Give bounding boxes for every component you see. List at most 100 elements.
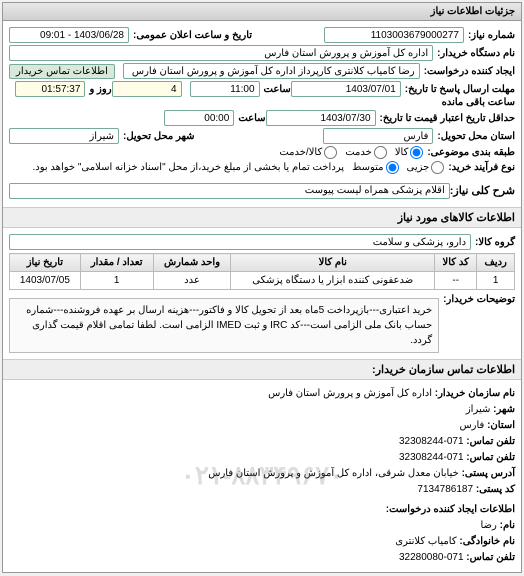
- cell-row: 1: [477, 272, 515, 290]
- radio-goods-input[interactable]: [410, 146, 423, 159]
- goods-table: ردیف کد کالا نام کالا واحد شمارش تعداد /…: [9, 253, 515, 290]
- radio-small[interactable]: جزیی: [407, 161, 445, 174]
- need-details-header: جزئیات اطلاعات نیاز: [3, 3, 521, 21]
- city-v: شیراز: [466, 404, 491, 415]
- price-valid-label: حداقل تاریخ اعتبار قیمت تا تاریخ:: [380, 113, 515, 124]
- radio-medium-label: متوسط: [352, 162, 383, 173]
- group-field: دارو، پزشکی و سلامت: [9, 234, 471, 250]
- radio-both[interactable]: کالا/خدمت: [279, 146, 337, 159]
- phone-v: 071-32308244: [399, 436, 464, 447]
- radio-service[interactable]: خدمت: [345, 146, 387, 159]
- city-field: شیراز: [9, 128, 119, 144]
- category-radio-group: کالا خدمت کالا/خدمت: [279, 146, 423, 159]
- buyer-org-label: نام دستگاه خریدار:: [437, 48, 515, 59]
- time-label-2: ساعت: [238, 113, 265, 124]
- addr-v: خیابان معدل شرقی، اداره کل آموزش و پرورش…: [208, 468, 459, 479]
- city-k: شهر:: [493, 404, 515, 415]
- phone2-v: 071-32280080: [399, 552, 464, 563]
- cell-qty: 1: [80, 272, 153, 290]
- table-header-row: ردیف کد کالا نام کالا واحد شمارش تعداد /…: [10, 254, 515, 272]
- col-date: تاریخ نیاز: [10, 254, 81, 272]
- contact-sub2: اطلاعات ایجاد کننده درخواست:: [9, 502, 515, 518]
- need-details-body: شماره نیاز: 1103003679000277 تاریخ و ساع…: [3, 21, 521, 207]
- radio-both-input[interactable]: [324, 146, 337, 159]
- buyer-note-label: توضیحات خریدار:: [443, 294, 515, 305]
- deadline-time-field: 11:00: [190, 81, 260, 97]
- price-valid-date-field: 1403/07/30: [266, 110, 376, 126]
- price-valid-time-field: 00:00: [164, 110, 234, 126]
- province-label: استان محل تحویل:: [437, 131, 515, 142]
- post-v: 7134786187: [417, 484, 473, 495]
- remaining-label: ساعت باقی مانده: [442, 97, 515, 108]
- process-label: نوع فرآیند خرید:: [448, 162, 515, 173]
- city-label: شهر محل تحویل:: [123, 131, 195, 142]
- creator-label: ایجاد کننده درخواست:: [424, 66, 515, 77]
- announce-label: تاریخ و ساعت اعلان عمومی:: [133, 30, 252, 41]
- cell-code: --: [435, 272, 477, 290]
- need-number-field: 1103003679000277: [324, 27, 464, 43]
- category-label: طبقه بندی موضوعی:: [427, 147, 515, 158]
- col-qty: تعداد / مقدار: [80, 254, 153, 272]
- contact-phone: تلفن تماس: 071-32308244: [9, 434, 515, 450]
- creator-field: رضا کامیاب کلانتری کارپرداز اداره کل آمو…: [123, 63, 420, 79]
- radio-service-label: خدمت: [345, 147, 372, 158]
- org-name-v: اداره کل آموزش و پرورش استان فارس: [268, 388, 432, 399]
- contact-post: کد پستی: 7134786187: [9, 482, 515, 498]
- lname-v: کامیاب کلانتری: [395, 536, 456, 547]
- radio-small-label: جزیی: [407, 162, 430, 173]
- col-name: نام کالا: [231, 254, 435, 272]
- contact-province: استان: فارس: [9, 418, 515, 434]
- need-number-label: شماره نیاز:: [468, 30, 515, 41]
- province-v: فارس: [459, 420, 484, 431]
- cell-date: 1403/07/05: [10, 272, 81, 290]
- deadline-date-field: 1403/07/01: [291, 81, 401, 97]
- contact-section: ۰۲۱-۸۸۳۴۹۶۷۰ نام سازمان خریدار: اداره کل…: [3, 380, 521, 572]
- fax-v: 071-32308244: [399, 452, 464, 463]
- name-k: نام:: [500, 520, 515, 531]
- contact-phone2: تلفن تماس: 071-32280080: [9, 550, 515, 566]
- lname-k: نام خانوادگی:: [459, 536, 515, 547]
- radio-medium-input[interactable]: [386, 161, 399, 174]
- contact-header: اطلاعات تماس سازمان خریدار:: [3, 359, 521, 380]
- org-name-k: نام سازمان خریدار:: [435, 388, 515, 399]
- cell-name: ضدعفونی کننده ابزار یا دستگاه پزشکی: [231, 272, 435, 290]
- contact-name: نام: رضا: [9, 518, 515, 534]
- contact-org: نام سازمان خریدار: اداره کل آموزش و پرور…: [9, 386, 515, 402]
- group-label: گروه کالا:: [475, 237, 515, 248]
- days-remaining-field: 4: [112, 81, 182, 97]
- radio-small-input[interactable]: [431, 161, 444, 174]
- time-label-1: ساعت: [264, 84, 291, 95]
- contact-lname: نام خانوادگی: کامیاب کلانتری: [9, 534, 515, 550]
- radio-medium[interactable]: متوسط: [352, 161, 398, 174]
- province-k: استان:: [487, 420, 515, 431]
- phone-k: تلفن تماس:: [466, 436, 515, 447]
- buyer-org-field: اداره کل آموزش و پرورش استان فارس: [9, 45, 433, 61]
- post-k: کد پستی:: [476, 484, 515, 495]
- buyer-note-box: خرید اعتباری---بازپرداخت 5ماه بعد از تحو…: [9, 298, 439, 353]
- time-remaining-field: 01:57:37: [15, 81, 85, 97]
- process-radio-group: جزیی متوسط: [352, 161, 444, 174]
- contact-addr: آدرس پستی: خیابان معدل شرقی، اداره کل آم…: [9, 466, 515, 482]
- buyer-contact-button[interactable]: اطلاعات تماس خریدار: [9, 64, 115, 79]
- col-unit: واحد شمارش: [153, 254, 231, 272]
- col-row: ردیف: [477, 254, 515, 272]
- table-row: 1 -- ضدعفونی کننده ابزار یا دستگاه پزشکی…: [10, 272, 515, 290]
- cell-unit: عدد: [153, 272, 231, 290]
- radio-goods-label: کالا: [395, 147, 409, 158]
- contact-city: شهر: شیراز: [9, 402, 515, 418]
- process-note: پرداخت تمام یا بخشی از مبلغ خرید،از محل …: [32, 162, 344, 173]
- radio-service-input[interactable]: [374, 146, 387, 159]
- need-title-field: اقلام پزشکی همراه لیست پیوست: [9, 183, 450, 199]
- days-label: روز و: [89, 84, 111, 95]
- radio-goods[interactable]: کالا: [395, 146, 424, 159]
- goods-info-header: اطلاعات کالاهای مورد نیاز: [3, 207, 521, 228]
- need-title-label: شرح کلی نیاز:: [450, 184, 515, 197]
- announce-field: 1403/06/28 - 09:01: [9, 27, 129, 43]
- col-code: کد کالا: [435, 254, 477, 272]
- addr-k: آدرس پستی:: [462, 468, 515, 479]
- phone2-k: تلفن تماس:: [466, 552, 515, 563]
- contact-fax: تلفن تماس: 071-32308244: [9, 450, 515, 466]
- need-details-panel: جزئیات اطلاعات نیاز شماره نیاز: 11030036…: [2, 2, 522, 573]
- province-field: فارس: [323, 128, 433, 144]
- deadline-label: مهلت ارسال پاسخ تا تاریخ:: [405, 84, 515, 95]
